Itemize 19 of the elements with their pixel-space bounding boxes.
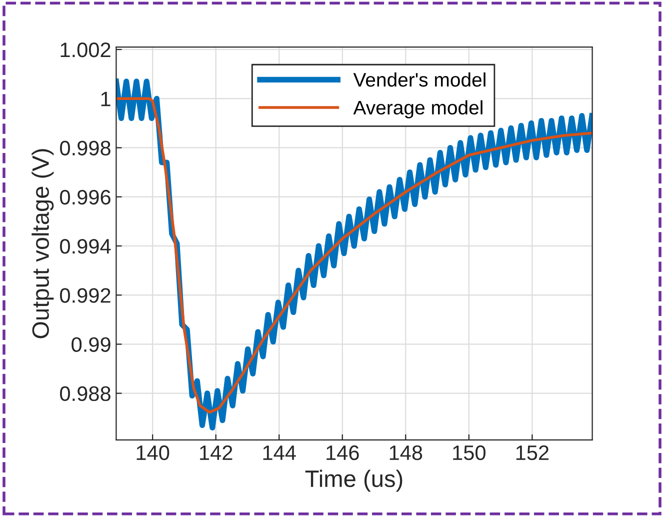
y-tick-label: 0.992	[60, 288, 110, 303]
x-tick-label: 152	[516, 445, 549, 460]
legend-label: Average model	[353, 100, 482, 118]
x-tick-label: 146	[326, 445, 359, 460]
x-tick-label: 142	[200, 445, 232, 460]
x-tick-label: 144	[263, 446, 296, 460]
y-tick-label: 1	[101, 92, 110, 106]
legend-label: Vender's model	[353, 72, 486, 87]
y-tick-label: 0.99	[72, 337, 110, 352]
y-axis-title: Output voltage (V)	[32, 149, 54, 338]
x-tick-label: 148	[390, 445, 422, 460]
x-tick-label: 150	[453, 445, 486, 460]
y-tick-label: 0.996	[60, 190, 110, 205]
x-tick-label: 140	[136, 445, 170, 460]
y-tick-label: 0.998	[60, 140, 110, 156]
y-tick-label: 0.994	[60, 238, 111, 254]
y-tick-label: 1.002	[60, 42, 110, 58]
y-tick-label: 0.988	[60, 386, 110, 402]
x-axis-title: Time (us)	[305, 470, 402, 492]
